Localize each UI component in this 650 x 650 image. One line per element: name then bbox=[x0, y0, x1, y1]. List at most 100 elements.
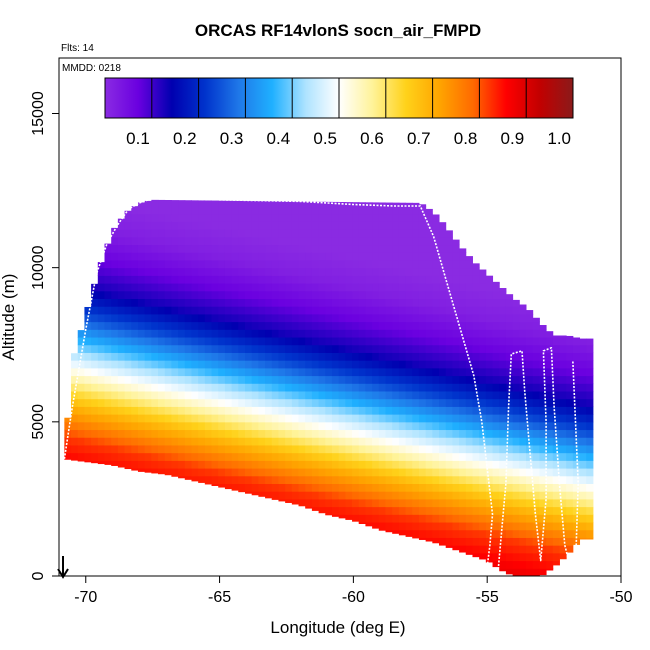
heatmap-cell bbox=[104, 367, 112, 377]
heatmap-cell bbox=[158, 329, 166, 338]
heatmap-cell bbox=[412, 313, 420, 323]
heatmap-cell bbox=[479, 337, 487, 346]
heatmap-cell bbox=[412, 506, 420, 515]
heatmap-cell bbox=[238, 200, 246, 207]
heatmap-cell bbox=[104, 391, 112, 400]
heatmap-cell bbox=[325, 298, 333, 307]
heatmap-cell bbox=[418, 429, 427, 438]
heatmap-cell bbox=[519, 344, 527, 353]
heatmap-cell bbox=[398, 475, 407, 484]
heatmap-cell bbox=[218, 229, 226, 238]
heatmap-cell bbox=[131, 306, 139, 315]
heatmap-cell bbox=[385, 267, 393, 276]
heatmap-cell bbox=[111, 375, 119, 384]
heatmap-cell bbox=[452, 514, 460, 523]
heatmap-cell bbox=[345, 444, 353, 454]
heatmap-cell bbox=[178, 313, 186, 323]
heatmap-cell bbox=[539, 360, 547, 369]
heatmap-cell bbox=[131, 229, 139, 238]
heatmap-cell bbox=[358, 244, 366, 253]
heatmap-cell bbox=[372, 360, 380, 369]
heatmap-cell bbox=[131, 367, 139, 377]
heatmap-cell bbox=[218, 414, 226, 423]
heatmap-cell bbox=[439, 429, 447, 438]
heatmap-cell bbox=[178, 452, 186, 461]
heatmap-cell bbox=[412, 529, 420, 538]
heatmap-cell bbox=[465, 298, 473, 307]
heatmap-cell bbox=[559, 545, 567, 554]
heatmap-cell bbox=[405, 206, 413, 215]
heatmap-cell bbox=[365, 290, 373, 299]
heatmap-cell bbox=[158, 306, 166, 315]
heatmap-cell bbox=[91, 337, 99, 346]
heatmap-cell bbox=[392, 352, 400, 361]
heatmap-cell bbox=[291, 468, 300, 477]
heatmap-cell bbox=[432, 344, 440, 353]
heatmap-cell bbox=[325, 429, 333, 438]
heatmap-cell bbox=[238, 344, 246, 353]
heatmap-cell bbox=[499, 321, 507, 330]
heatmap-cell bbox=[338, 290, 346, 299]
heatmap-cell bbox=[158, 283, 166, 292]
heatmap-cell bbox=[137, 337, 146, 346]
heatmap-cell bbox=[499, 421, 507, 431]
heatmap-cell bbox=[144, 329, 152, 338]
heatmap-cell bbox=[117, 244, 126, 253]
heatmap-cell bbox=[385, 236, 393, 246]
heatmap-cell bbox=[325, 491, 333, 500]
heatmap-cell bbox=[184, 398, 192, 407]
heatmap-cell bbox=[224, 444, 233, 454]
heatmap-cell bbox=[465, 283, 473, 292]
heatmap-cell bbox=[278, 236, 286, 246]
heatmap-cell bbox=[144, 206, 152, 215]
heatmap-cell bbox=[151, 391, 159, 400]
heatmap-cell bbox=[459, 329, 467, 338]
heatmap-cell bbox=[579, 338, 587, 346]
heatmap-cell bbox=[117, 337, 126, 346]
heatmap-cell bbox=[305, 290, 313, 299]
heatmap-cell bbox=[378, 306, 386, 315]
heatmap-cell bbox=[137, 398, 146, 407]
heatmap-cell bbox=[425, 244, 433, 253]
heatmap-cell bbox=[372, 306, 380, 315]
heatmap-cell bbox=[285, 491, 293, 500]
heatmap-cell bbox=[291, 236, 300, 246]
heatmap-cell bbox=[358, 213, 366, 222]
heatmap-cell bbox=[398, 267, 407, 276]
heatmap-cell bbox=[77, 391, 85, 400]
heatmap-cell bbox=[452, 444, 460, 454]
heatmap-cell bbox=[224, 206, 233, 215]
heatmap-cell bbox=[492, 306, 500, 315]
heatmap-cell bbox=[325, 498, 333, 508]
heatmap-cell bbox=[432, 514, 440, 523]
heatmap-cell bbox=[358, 360, 366, 369]
heatmap-cell bbox=[124, 221, 132, 230]
heatmap-cell bbox=[559, 406, 567, 415]
heatmap-cell bbox=[459, 360, 467, 369]
heatmap-cell bbox=[265, 229, 273, 238]
heatmap-cell bbox=[479, 529, 487, 538]
heatmap-cell bbox=[164, 206, 172, 215]
heatmap-cell bbox=[331, 259, 340, 269]
heatmap-cell bbox=[499, 290, 507, 299]
heatmap-cell bbox=[378, 475, 386, 484]
heatmap-cell bbox=[338, 414, 346, 423]
heatmap-cell bbox=[459, 306, 467, 315]
heatmap-cell bbox=[586, 398, 594, 407]
heatmap-cell bbox=[258, 201, 266, 207]
heatmap-cell bbox=[352, 313, 360, 323]
heatmap-cell bbox=[191, 306, 199, 315]
heatmap-cell bbox=[572, 483, 581, 492]
heatmap-cell bbox=[84, 421, 92, 431]
heatmap-cell bbox=[298, 437, 306, 446]
heatmap-cell bbox=[539, 375, 547, 384]
heatmap-cell bbox=[512, 475, 520, 484]
heatmap-cell bbox=[191, 429, 199, 438]
heatmap-cell bbox=[198, 267, 206, 276]
heatmap-cell bbox=[137, 460, 146, 469]
heatmap-cell bbox=[405, 437, 413, 446]
heatmap-cell bbox=[104, 337, 112, 346]
heatmap-cell bbox=[358, 321, 366, 330]
heatmap-cell bbox=[204, 460, 213, 469]
heatmap-cell bbox=[532, 398, 540, 407]
